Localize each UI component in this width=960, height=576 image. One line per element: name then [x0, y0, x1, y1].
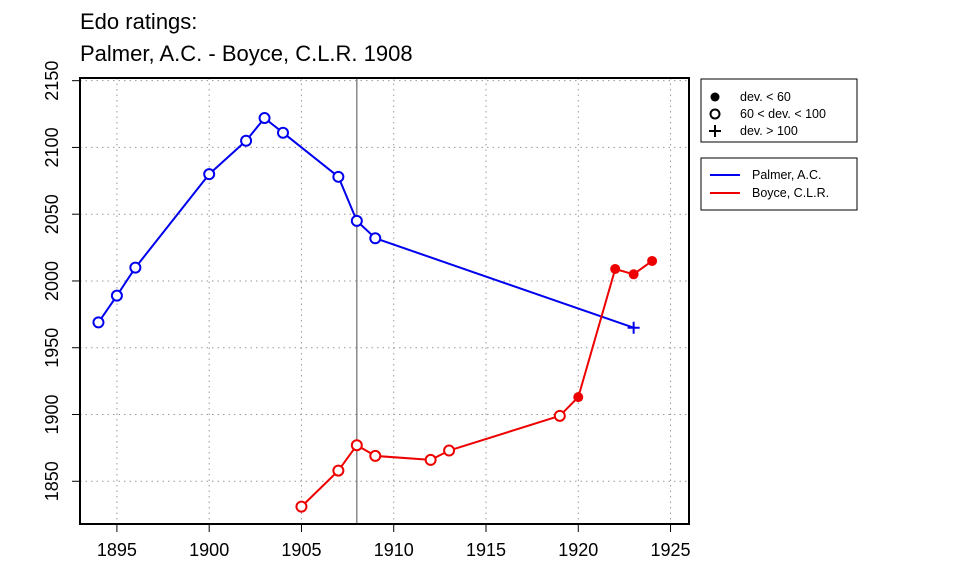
series-layer	[92, 112, 658, 513]
chart-title-line-2: Palmer, A.C. - Boyce, C.L.R. 1908	[80, 41, 413, 66]
plus-icon	[709, 125, 721, 137]
y-tick-label: 2100	[42, 127, 62, 167]
marker-legend-box	[700, 78, 858, 143]
x-tick-label: 1925	[651, 540, 691, 560]
x-tick-label: 1895	[97, 540, 137, 560]
y-tick-label: 1850	[42, 461, 62, 501]
y-tick-label: 1900	[42, 394, 62, 434]
x-axis: 1895 1900 1905 1910 1915 1920 1925	[97, 523, 691, 560]
data-point-boyce-c-l-r	[628, 269, 639, 280]
y-tick-label: 1950	[42, 328, 62, 368]
legend-series-label-1: Boyce, C.L.R.	[752, 186, 829, 200]
series-legend: Palmer, A.C. Boyce, C.L.R.	[700, 157, 858, 211]
data-point-palmer-a-c	[258, 112, 271, 125]
data-point-boyce-c-l-r	[295, 500, 308, 513]
y-tick-label: 2050	[42, 194, 62, 234]
data-point-boyce-c-l-r	[369, 449, 382, 462]
x-tick-label: 1900	[189, 540, 229, 560]
data-point-palmer-a-c	[110, 289, 123, 302]
open-circle-icon	[709, 108, 721, 120]
data-point-palmer-a-c	[277, 126, 289, 139]
grid	[80, 78, 689, 524]
chart-title-line-1: Edo ratings:	[80, 9, 197, 34]
data-point-palmer-a-c	[203, 168, 216, 181]
y-tick-label: 2150	[42, 61, 62, 101]
filled-circle-icon	[710, 92, 720, 102]
data-point-palmer-a-c	[369, 232, 382, 245]
data-point-boyce-c-l-r	[424, 453, 437, 466]
legend-marker-label-1: 60 < dev. < 100	[740, 107, 826, 121]
data-point-palmer-a-c	[627, 321, 640, 334]
data-point-palmer-a-c	[92, 316, 105, 329]
data-point-boyce-c-l-r	[553, 409, 566, 422]
data-point-palmer-a-c	[129, 261, 142, 274]
data-point-boyce-c-l-r	[350, 439, 363, 452]
legend-series-label-0: Palmer, A.C.	[752, 168, 821, 182]
x-tick-label: 1915	[466, 540, 506, 560]
legend-marker-label-0: dev. < 60	[740, 90, 791, 104]
series-line-boyce-c-l-r	[300, 260, 653, 508]
data-point-palmer-a-c	[240, 134, 253, 147]
data-point-boyce-c-l-r	[647, 255, 658, 266]
data-point-palmer-a-c	[332, 170, 345, 183]
series-legend-box	[700, 157, 858, 211]
x-tick-label: 1910	[374, 540, 414, 560]
data-point-boyce-c-l-r	[573, 392, 584, 403]
data-point-boyce-c-l-r	[610, 263, 621, 274]
x-tick-label: 1905	[281, 540, 321, 560]
series-line-palmer-a-c	[97, 117, 634, 329]
y-tick-label: 2000	[42, 261, 62, 301]
data-point-boyce-c-l-r	[332, 464, 345, 477]
marker-legend: dev. < 60 60 < dev. < 100 dev. > 100	[700, 78, 858, 143]
legend-marker-label-2: dev. > 100	[740, 124, 798, 138]
y-axis: 1850 1900 1950 2000 2050 2100 2150	[42, 61, 81, 501]
data-point-boyce-c-l-r	[443, 444, 456, 457]
x-tick-label: 1920	[558, 540, 598, 560]
data-point-palmer-a-c	[350, 214, 363, 227]
